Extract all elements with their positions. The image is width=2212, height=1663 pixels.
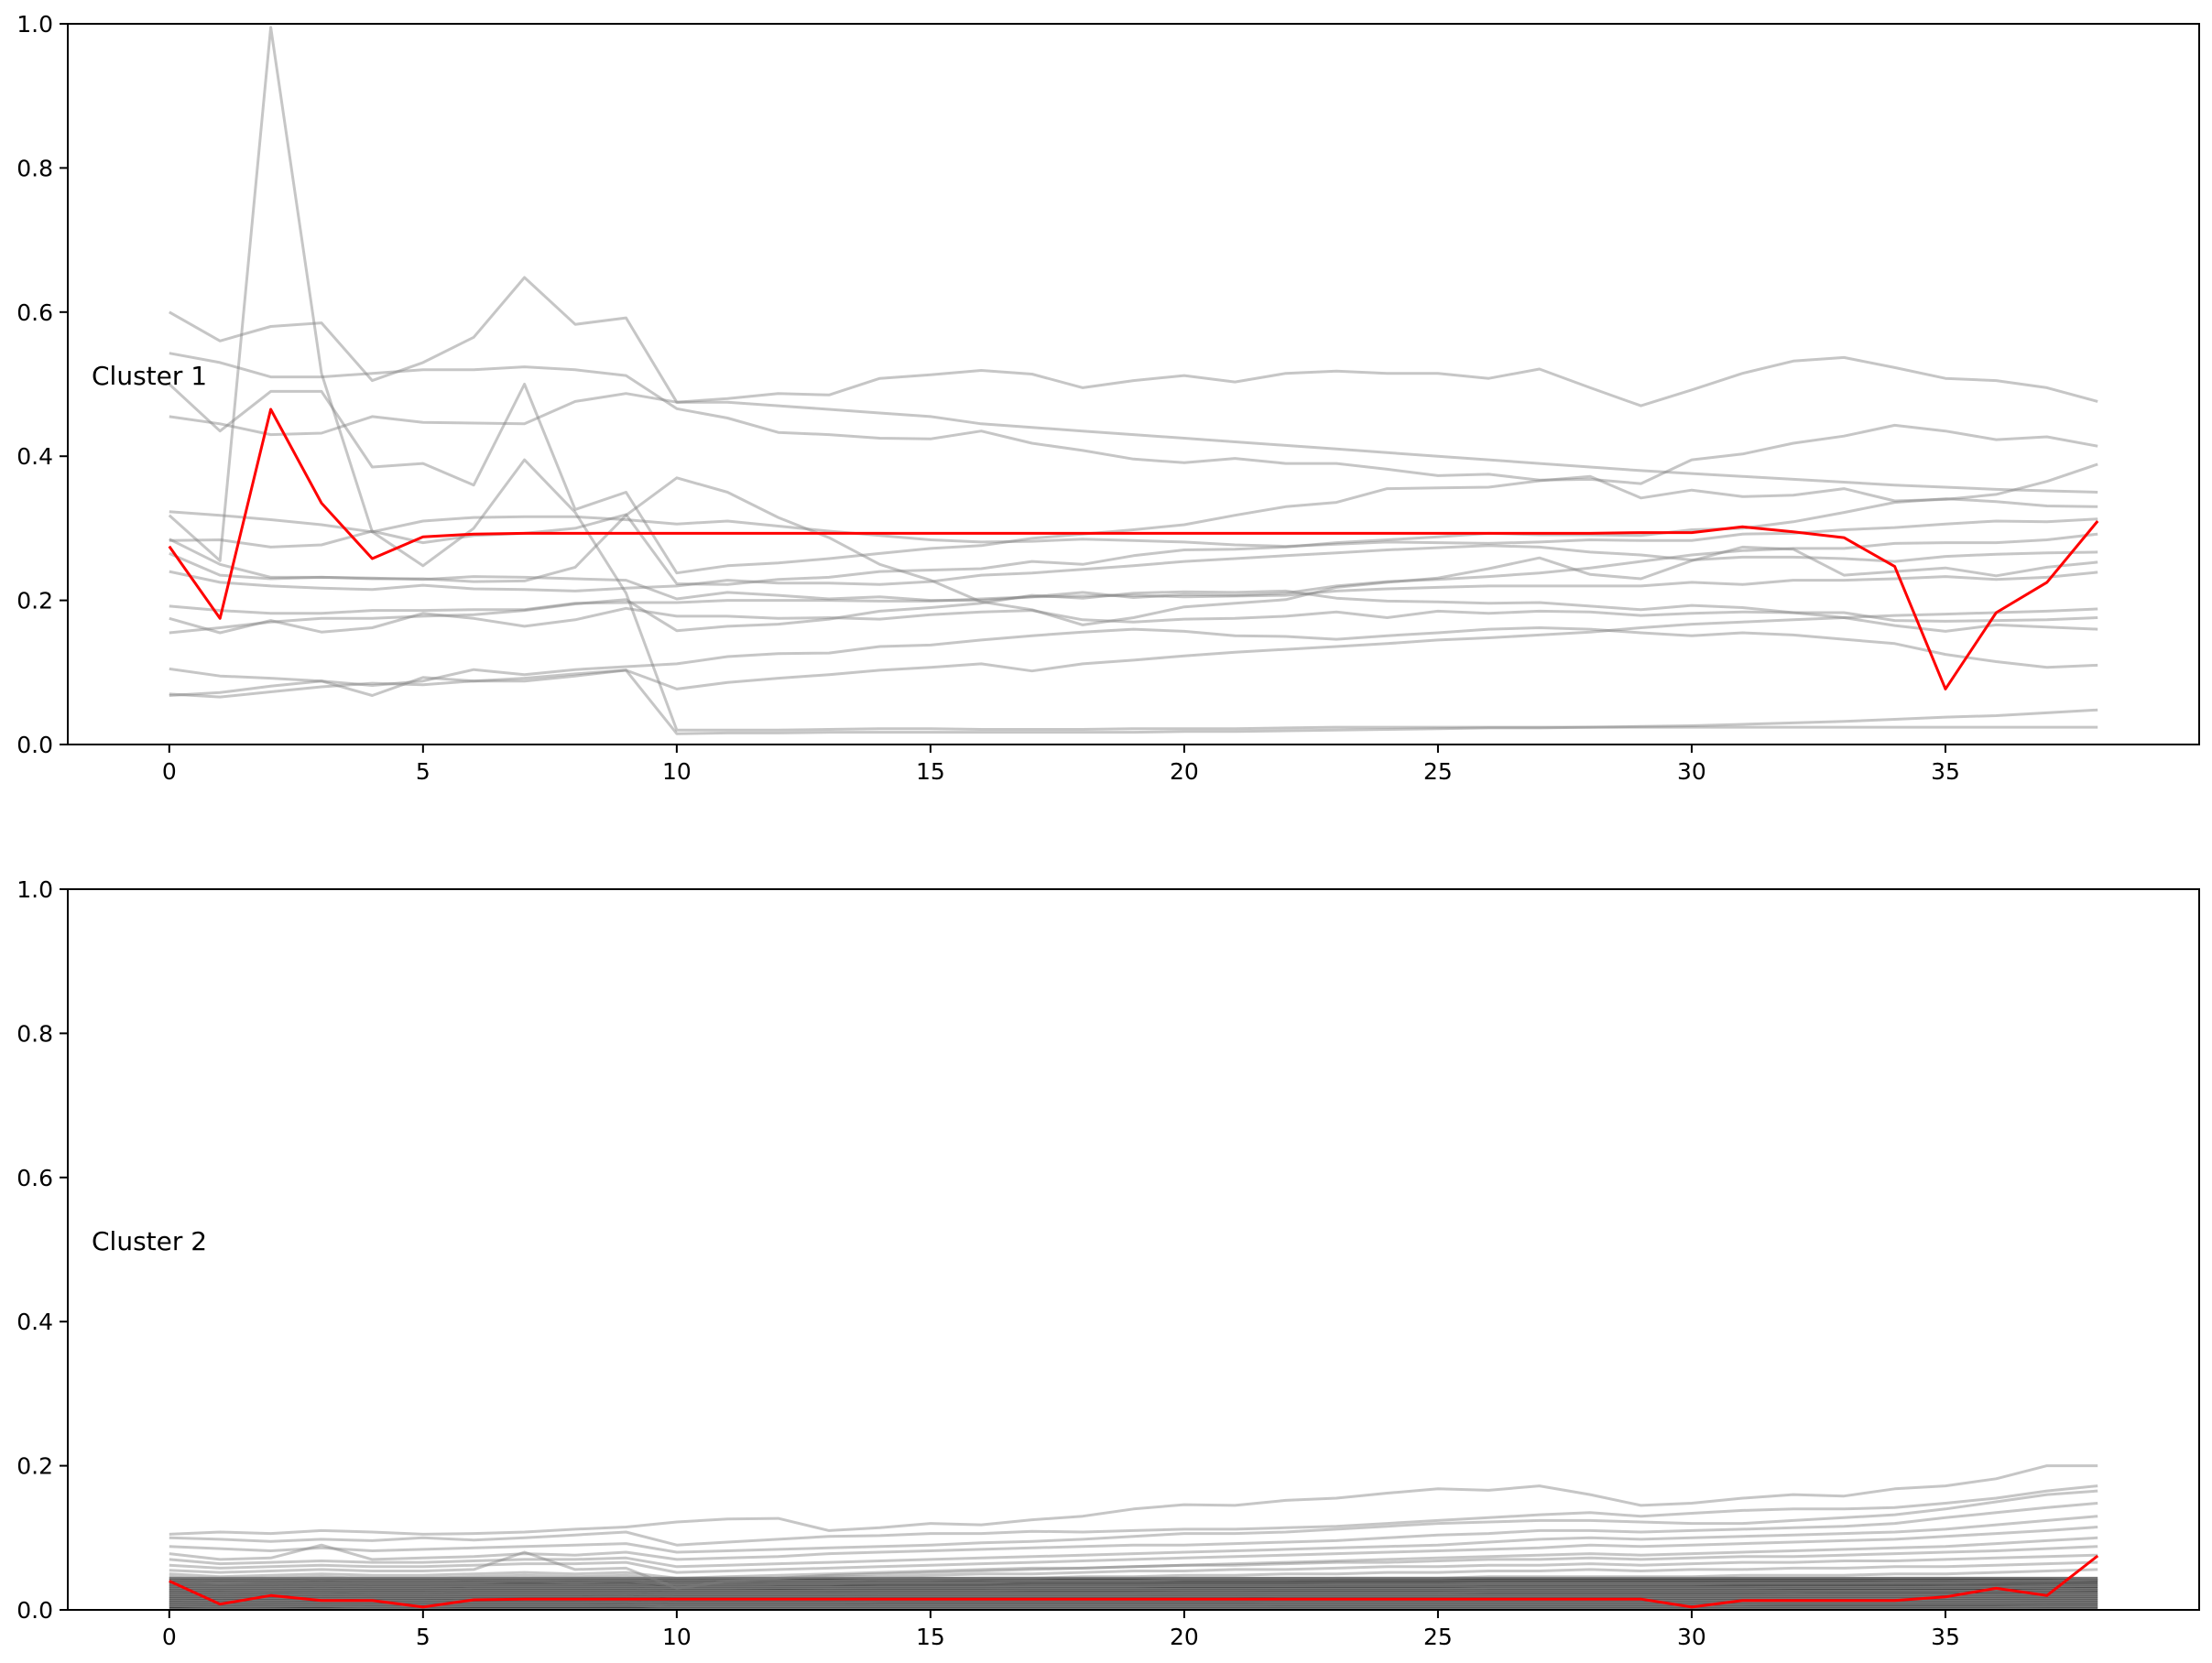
axes-frame xyxy=(67,23,2200,745)
x-tick-label: 30 xyxy=(1677,758,1706,785)
member-series-line xyxy=(169,1588,2098,1596)
y-tick-label: 0.6 xyxy=(16,299,53,326)
member-series-line xyxy=(169,392,2098,494)
y-tick-label: 0.2 xyxy=(16,588,53,614)
x-tick-label: 5 xyxy=(416,758,430,785)
y-tick-label: 0.8 xyxy=(16,1020,53,1047)
x-tick-label: 0 xyxy=(162,758,177,785)
member-series-line xyxy=(168,383,2098,575)
centroid-line xyxy=(168,408,2099,690)
x-tick-label: 15 xyxy=(916,1624,945,1650)
y-tick-label: 0.6 xyxy=(16,1165,53,1191)
y-tick-label: 0.4 xyxy=(16,443,53,470)
cluster-label: Cluster 2 xyxy=(92,1226,207,1256)
member-series-line xyxy=(169,668,2098,735)
member-series-line xyxy=(169,1502,2098,1561)
member-series-line xyxy=(169,1600,2098,1607)
member-series-line xyxy=(169,626,2098,687)
member-series-line xyxy=(169,1560,2098,1586)
member-series-line xyxy=(169,352,2098,485)
member-lines xyxy=(168,26,2099,735)
member-series-line xyxy=(169,1526,2098,1574)
member-series-line xyxy=(169,606,2098,635)
member-series-line xyxy=(169,544,2098,592)
x-tick-label: 10 xyxy=(662,758,692,785)
x-tick-label: 20 xyxy=(1170,758,1199,785)
x-tick-label: 0 xyxy=(162,1624,177,1650)
member-series-line xyxy=(169,1464,2098,1536)
member-series-line xyxy=(169,276,2098,408)
cluster-2-panel: 0 5 10 15 20 25 30 35 0.0 0.2 0.4 0.6 0.8 1.0 Cluster … xyxy=(16,876,2200,1650)
member-series-line xyxy=(169,607,2098,697)
member-series-line xyxy=(169,1484,2098,1547)
cluster-label: Cluster 1 xyxy=(92,361,207,391)
member-series-line xyxy=(169,571,2098,615)
member-series-line xyxy=(169,476,2098,626)
member-series-line xyxy=(168,26,2098,732)
y-tick-label: 0.8 xyxy=(16,155,53,181)
member-series-line xyxy=(169,1553,2098,1582)
axes-frame xyxy=(67,888,2200,1611)
y-tick-label: 0.0 xyxy=(16,1597,53,1624)
x-tick-label: 35 xyxy=(1931,1624,1960,1650)
member-series-line xyxy=(169,589,2098,635)
member-series-line xyxy=(169,1583,2098,1592)
x-tick-label: 20 xyxy=(1170,1624,1199,1650)
member-series-line xyxy=(169,1568,2098,1587)
x-tick-label: 35 xyxy=(1931,758,1960,785)
member-series-line xyxy=(169,1578,2098,1590)
centroid-line xyxy=(169,1554,2099,1609)
member-series-line xyxy=(169,1603,2098,1610)
y-tick-label: 0.2 xyxy=(16,1453,53,1480)
y-tick-label: 0.4 xyxy=(16,1309,53,1335)
x-tick-label: 25 xyxy=(1423,758,1453,785)
y-tick-label: 1.0 xyxy=(16,876,53,903)
x-tick-label: 15 xyxy=(916,758,945,785)
member-series-line xyxy=(169,532,2098,603)
x-tick-label: 30 xyxy=(1677,1624,1706,1650)
cluster-1-panel: 0 5 10 15 20 25 30 35 0.0 0.2 0.4 0.6 0.8 1.0 Cluster … xyxy=(16,11,2200,785)
member-series-line xyxy=(169,510,2098,549)
y-tick-label: 1.0 xyxy=(16,11,53,38)
member-series-line xyxy=(169,1536,2098,1590)
x-tick-label: 25 xyxy=(1423,1624,1453,1650)
member-series-line xyxy=(169,1592,2098,1599)
x-tick-label: 5 xyxy=(416,1624,430,1650)
member-series-line xyxy=(169,1545,2098,1580)
member-lines xyxy=(169,1464,2099,1610)
member-series-line xyxy=(169,1515,2098,1569)
x-tick-label: 10 xyxy=(662,1624,692,1650)
member-series-line xyxy=(169,1489,2098,1554)
y-tick-label: 0.0 xyxy=(16,732,53,758)
